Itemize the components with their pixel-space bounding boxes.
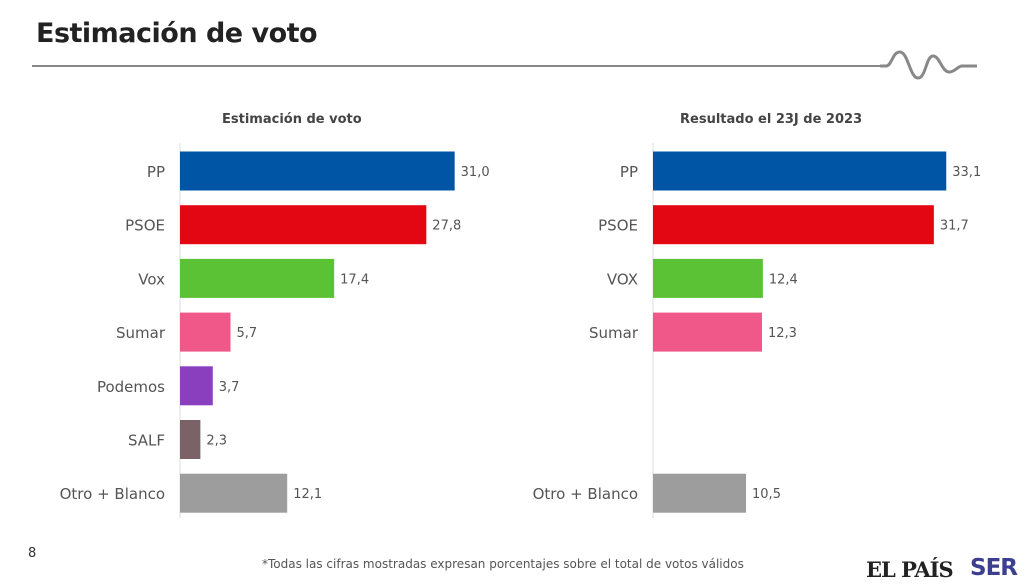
bar-otro-blanco bbox=[653, 473, 747, 513]
data-label: 12,3 bbox=[768, 326, 797, 341]
category-label: Otro + Blanco bbox=[533, 485, 638, 503]
bar-pp bbox=[180, 151, 455, 191]
chart-title-resultado: Resultado el 23J de 2023 bbox=[680, 112, 863, 127]
bar-psoe bbox=[180, 205, 427, 245]
bar-sumar bbox=[653, 312, 762, 352]
category-label: Sumar bbox=[116, 324, 166, 342]
data-label: 3,7 bbox=[219, 380, 240, 395]
category-label: PP bbox=[620, 163, 638, 181]
chart-title-estimacion: Estimación de voto bbox=[222, 112, 362, 127]
bar-vox bbox=[180, 258, 335, 298]
category-label: Sumar bbox=[589, 324, 639, 342]
page-number: 8 bbox=[28, 546, 37, 561]
category-label: PSOE bbox=[598, 217, 638, 235]
category-label: Otro + Blanco bbox=[60, 485, 165, 503]
data-label: 5,7 bbox=[237, 326, 258, 341]
ser-logo: SER bbox=[970, 555, 1018, 581]
category-label: PP bbox=[147, 163, 165, 181]
bar-salf bbox=[180, 420, 201, 459]
data-label: 2,3 bbox=[206, 434, 227, 449]
category-label: Podemos bbox=[97, 378, 165, 396]
category-label: PSOE bbox=[125, 217, 165, 235]
bar-sumar bbox=[180, 312, 231, 352]
data-label: 31,0 bbox=[461, 165, 490, 180]
bar-pp bbox=[653, 151, 947, 191]
data-label: 31,7 bbox=[940, 219, 969, 234]
bar-otro-blanco bbox=[180, 473, 288, 513]
data-label: 33,1 bbox=[952, 165, 981, 180]
category-label: SALF bbox=[128, 432, 165, 450]
el-pais-logo: EL PAÍS bbox=[866, 557, 954, 582]
wave-decoration-icon bbox=[880, 50, 977, 80]
page-title: Estimación de voto bbox=[36, 18, 318, 49]
category-label: Vox bbox=[138, 270, 165, 288]
data-label: 17,4 bbox=[340, 272, 369, 287]
data-label: 27,8 bbox=[432, 219, 461, 234]
footnote: *Todas las cifras mostradas expresan por… bbox=[262, 557, 744, 571]
category-label: VOX bbox=[607, 270, 638, 288]
title-divider bbox=[32, 65, 884, 67]
data-label: 12,4 bbox=[769, 272, 798, 287]
bar-vox bbox=[653, 258, 763, 298]
data-label: 12,1 bbox=[293, 487, 322, 502]
bar-podemos bbox=[180, 366, 213, 406]
data-label: 10,5 bbox=[752, 487, 781, 502]
bar-psoe bbox=[653, 205, 934, 245]
